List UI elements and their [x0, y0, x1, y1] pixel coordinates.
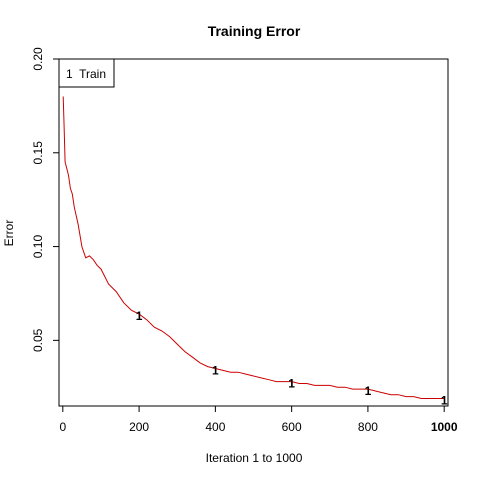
series-marker-label: 1: [136, 309, 143, 323]
series-marker-label: 1: [288, 377, 295, 391]
series-layer: [62, 96, 445, 399]
x-tick-label: 800: [358, 420, 378, 434]
y-tick-label: 0.05: [31, 328, 45, 352]
x-tick-label: 400: [205, 420, 225, 434]
series-line-train: [62, 96, 445, 399]
legend-box: [58, 58, 115, 88]
y-tick-label: 0.15: [31, 141, 45, 165]
y-axis-label: Error: [2, 220, 16, 247]
plot-frame: [58, 58, 449, 407]
series-markers: 1 1 1 1 1: [136, 309, 448, 407]
series-marker-label: 1: [212, 363, 219, 377]
y-axis: 0.05 0.10 0.15 0.20: [31, 47, 59, 352]
chart-title: Training Error: [208, 23, 301, 39]
x-tick-label: 600: [282, 420, 302, 434]
x-axis: 0 200 400 600 800 1000: [59, 406, 458, 434]
x-tick-label: 200: [129, 420, 149, 434]
y-tick-label: 0.20: [31, 47, 45, 71]
series-marker-label: 1: [441, 393, 448, 407]
legend: 1 Train: [58, 58, 115, 88]
y-tick-label: 0.10: [31, 235, 45, 259]
legend-label: 1 Train: [66, 67, 106, 81]
x-tick-label: 1000: [431, 420, 458, 434]
series-marker-label: 1: [365, 384, 372, 398]
x-axis-label: Iteration 1 to 1000: [206, 451, 303, 465]
x-tick-label: 0: [59, 420, 66, 434]
